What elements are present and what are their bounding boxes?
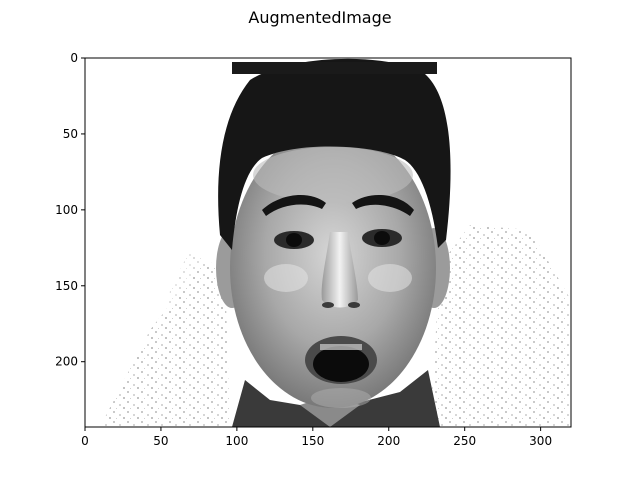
y-tick-label: 50 [63, 127, 78, 141]
chart-title: AugmentedImage [248, 8, 391, 27]
x-tick-label: 100 [225, 434, 248, 448]
axes-frame [84, 57, 572, 428]
x-tick-label: 50 [153, 434, 168, 448]
x-tick-label: 300 [529, 434, 552, 448]
y-tick-label: 0 [70, 51, 78, 65]
x-tick-label: 0 [81, 434, 89, 448]
speckle-noise [100, 225, 571, 427]
y-axis: 0 50 100 150 200 [55, 51, 85, 369]
y-tick-label: 200 [55, 355, 78, 369]
hair [218, 58, 451, 250]
x-tick-label: 250 [453, 434, 476, 448]
x-axis: 0 50 100 150 200 250 300 [81, 427, 552, 448]
x-tick-label: 200 [377, 434, 400, 448]
right-eyebrow [352, 194, 414, 216]
x-tick-label: 150 [301, 434, 324, 448]
left-eyebrow [262, 194, 326, 216]
y-tick-label: 100 [55, 203, 78, 217]
shirt [232, 370, 440, 427]
augmented-face-image [85, 58, 571, 427]
y-tick-label: 150 [55, 279, 78, 293]
nose [321, 232, 358, 308]
